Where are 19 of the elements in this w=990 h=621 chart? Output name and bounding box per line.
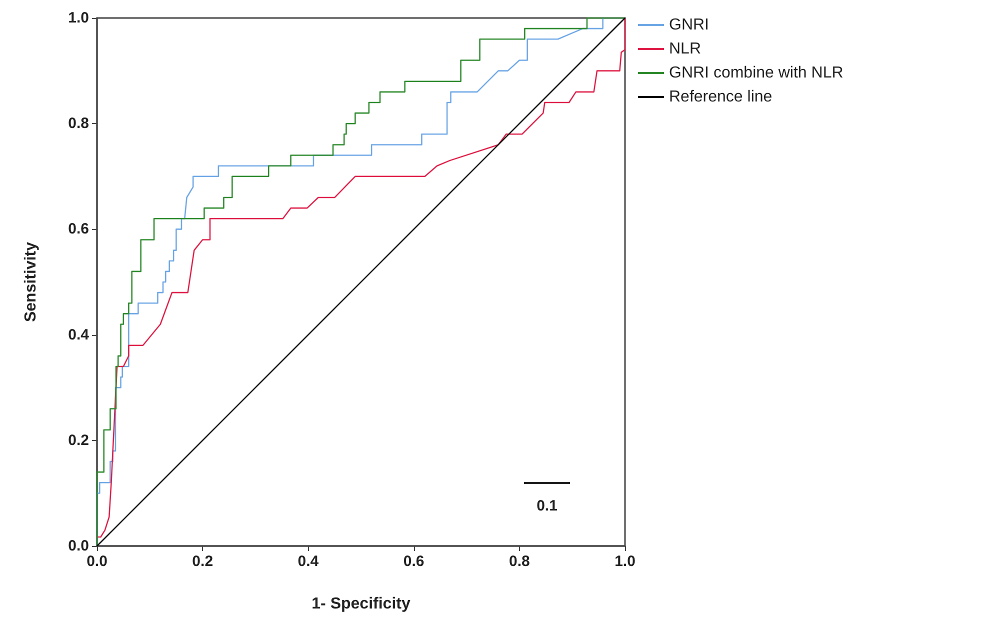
y-tick-label: 0.0 [68,538,89,554]
annotation: 0.1 [536,498,558,514]
x-tick-label: 0.2 [192,553,214,570]
x-tick-label: 0.6 [403,553,424,570]
x-tick-label: 1.0 [614,553,636,570]
legend-label: GNRI [669,16,709,34]
x-tick-label: 0.4 [298,553,320,570]
y-tick-label: 0.2 [68,432,89,449]
y-tick-label: 1.0 [68,10,89,26]
legend-label: GNRI combine with NLR [669,64,844,82]
legend-label: Reference line [669,88,772,106]
y-axis-title: Sensitivity [22,242,40,322]
x-tick-label: 0.8 [508,553,530,570]
x-axis-title: 1- Specificity [312,596,410,612]
y-tick-label: 0.6 [68,220,89,238]
y-tick-label: 0.8 [68,115,89,132]
legend-label: NLR [669,40,702,58]
y-tick-label: 0.4 [68,326,90,344]
x-tick-label: 0.0 [86,553,108,570]
